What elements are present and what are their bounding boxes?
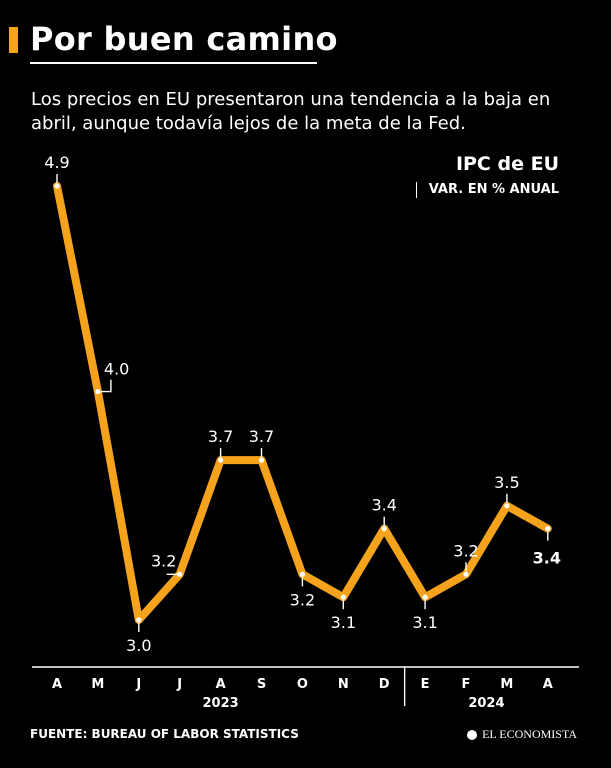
x-tick-label: J: [135, 677, 141, 692]
page-title: Por buen camino: [30, 20, 338, 58]
data-label: 3.1: [412, 613, 437, 632]
data-point: [299, 571, 305, 577]
title-accent-bar: [9, 27, 18, 53]
brand-icon: [467, 729, 478, 740]
chart-unit-label: VAR. EN % ANUAL: [415, 182, 559, 198]
data-point: [422, 594, 428, 600]
x-tick-label: M: [91, 677, 104, 692]
title-underline: [30, 62, 317, 64]
data-label: 3.7: [208, 427, 233, 446]
x-tick-label: J: [176, 677, 182, 692]
x-tick-label: N: [338, 677, 349, 692]
data-point: [218, 457, 224, 463]
data-point: [340, 594, 346, 600]
data-point: [54, 183, 60, 189]
brand-logo: EL ECONOMISTA: [467, 727, 577, 742]
year-label: 2024: [468, 696, 504, 711]
data-label: 3.5: [494, 473, 519, 492]
x-tick-label: F: [462, 677, 471, 692]
data-label: 4.9: [44, 153, 69, 172]
data-label: 3.1: [331, 613, 356, 632]
x-tick-label: M: [500, 677, 513, 692]
x-tick-label: A: [52, 677, 62, 692]
x-tick-label: E: [421, 677, 430, 692]
data-point: [504, 503, 510, 509]
data-label: 3.4: [533, 549, 561, 568]
source-note: FUENTE: BUREAU OF LABOR STATISTICS: [30, 727, 299, 741]
data-label: 3.2: [290, 590, 315, 609]
x-tick-label: O: [297, 677, 308, 692]
x-tick-label: D: [379, 677, 390, 692]
year-label: 2023: [203, 696, 239, 711]
x-tick-label: A: [543, 677, 553, 692]
brand-name: EL ECONOMISTA: [482, 727, 577, 741]
data-label: 3.4: [371, 496, 396, 515]
chart-title: IPC de EU: [455, 153, 559, 175]
data-point: [545, 526, 551, 532]
data-point: [136, 617, 142, 623]
data-point: [463, 571, 469, 577]
x-tick-label: A: [216, 677, 226, 692]
label-leader: [97, 379, 112, 393]
subtitle: Los precios en EU presentaron una tenden…: [31, 89, 551, 134]
data-label: 3.2: [453, 541, 478, 560]
data-label: 3.0: [126, 636, 151, 655]
data-label: 3.2: [151, 551, 176, 570]
data-label: 3.7: [249, 427, 274, 446]
data-point: [258, 457, 265, 463]
data-point: [381, 526, 387, 532]
data-label: 4.0: [104, 360, 129, 379]
x-tick-label: S: [257, 677, 266, 692]
